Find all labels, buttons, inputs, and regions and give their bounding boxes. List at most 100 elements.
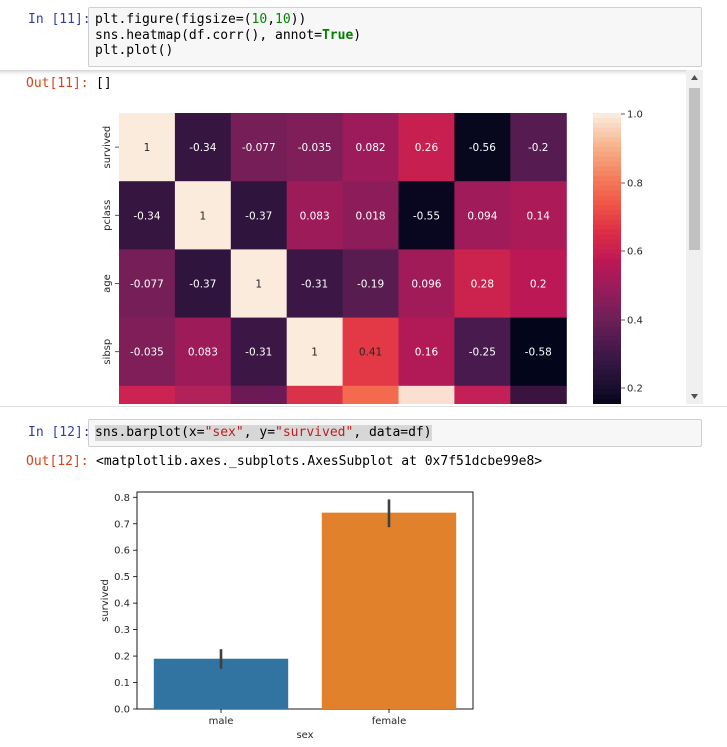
heatmap-cell bbox=[510, 385, 567, 404]
cell11-output-scroll-area[interactable]: [] 1 -0.34 -0.077 -0.035 0.082 0.26 -0.56 -0.2 -… bbox=[0, 70, 703, 404]
cell12-out-prompt: Out[12]: bbox=[26, 454, 89, 469]
colorbar-segment bbox=[593, 302, 621, 308]
heatmap-cell-value: -0.58 bbox=[525, 347, 552, 359]
cell11-code-editor[interactable]: plt.figure(figsize=(10,10)) sns.heatmap(d… bbox=[88, 7, 702, 67]
colorbar-tick-label: 0.8 bbox=[627, 179, 643, 190]
colorbar-segment bbox=[593, 243, 621, 250]
heatmap-cell-value: -0.077 bbox=[130, 279, 164, 291]
heatmap-cell bbox=[342, 113, 400, 182]
scroll-down-arrow-icon bbox=[691, 394, 698, 399]
colorbar-segment bbox=[593, 210, 621, 216]
colorbar-segment bbox=[593, 331, 621, 337]
heatmap-cell-value: 0.083 bbox=[188, 347, 218, 359]
colorbar-segment bbox=[593, 394, 621, 400]
heatmap-cell bbox=[174, 181, 232, 250]
colorbar-segment bbox=[593, 214, 621, 221]
code-token: 10 bbox=[275, 12, 291, 27]
output-scrollbar[interactable] bbox=[686, 70, 703, 404]
heatmap-cell bbox=[230, 113, 288, 182]
colorbar-segment bbox=[593, 297, 621, 303]
heatmap-cell-value: -0.34 bbox=[189, 142, 216, 154]
heatmap-cell-value: 0.094 bbox=[467, 210, 497, 222]
colorbar-segment bbox=[593, 345, 621, 352]
y-axis-label: survived bbox=[100, 579, 111, 622]
colorbar-segment bbox=[593, 205, 621, 211]
colorbar-segment bbox=[593, 311, 621, 318]
heatmap-cell-value: -0.25 bbox=[469, 347, 496, 359]
heatmap-cell-value: 0.14 bbox=[527, 210, 551, 222]
heatmap-cell bbox=[174, 249, 232, 319]
heatmap-cell bbox=[286, 113, 344, 182]
colorbar-segment bbox=[593, 117, 621, 124]
colorbar-segment bbox=[593, 180, 621, 187]
heatmap-cell bbox=[398, 249, 455, 319]
code-token: "survived" bbox=[275, 425, 354, 440]
y-tick-label: 0.3 bbox=[114, 625, 130, 636]
heatmap-cell bbox=[119, 181, 176, 250]
heatmap-cell bbox=[119, 317, 176, 387]
y-tick-label: 0.1 bbox=[114, 678, 130, 689]
heatmap-cell bbox=[454, 181, 511, 250]
scroll-up-arrow-icon bbox=[691, 75, 698, 80]
colorbar-segment bbox=[593, 336, 621, 342]
heatmap-row-label: age bbox=[102, 274, 113, 293]
colorbar-segment bbox=[593, 287, 621, 294]
heatmap-cell-value: 1 bbox=[255, 279, 262, 291]
heatmap-cell bbox=[286, 249, 344, 319]
colorbar-segment bbox=[593, 258, 621, 265]
colorbar-segment bbox=[593, 292, 621, 299]
colorbar-tick-label: 0.2 bbox=[627, 384, 643, 395]
colorbar-segment bbox=[593, 321, 621, 328]
code-line: plt.plot() bbox=[95, 43, 695, 59]
heatmap-cell bbox=[342, 181, 400, 250]
heatmap-cell bbox=[454, 249, 511, 319]
scrollbar-thumb[interactable] bbox=[689, 88, 700, 250]
heatmap-cell-value: -0.31 bbox=[245, 347, 272, 359]
heatmap-cell bbox=[398, 113, 455, 182]
heatmap-cell bbox=[342, 385, 400, 404]
heatmap-cell-value: -0.035 bbox=[298, 142, 332, 154]
heatmap-row-label: survived bbox=[102, 126, 113, 169]
heatmap-cell-value: -0.19 bbox=[357, 279, 384, 291]
heatmap-cell bbox=[398, 385, 455, 404]
heatmap-cell bbox=[454, 317, 511, 387]
colorbar-segment bbox=[593, 360, 621, 366]
heatmap-cell-value: -0.37 bbox=[189, 279, 216, 291]
heatmap-cell bbox=[286, 385, 344, 404]
heatmap-cell bbox=[510, 113, 567, 182]
colorbar-segment bbox=[593, 127, 621, 134]
colorbar-segment bbox=[593, 374, 621, 381]
colorbar-segment bbox=[593, 142, 621, 148]
code-token: , bbox=[267, 12, 276, 27]
colorbar-tick-label: 1.0 bbox=[627, 110, 643, 121]
colorbar-segment bbox=[593, 365, 621, 371]
colorbar-segment bbox=[593, 224, 621, 231]
colorbar-segment bbox=[593, 389, 621, 396]
colorbar-segment bbox=[593, 176, 621, 182]
heatmap-cell-value: -0.56 bbox=[469, 142, 496, 154]
colorbar-segment bbox=[593, 273, 621, 279]
cell12-code-editor[interactable]: sns.barplot(x="sex", y="survived", data=… bbox=[88, 419, 702, 447]
colorbar-segment bbox=[593, 263, 621, 269]
heatmap-cell bbox=[342, 249, 400, 319]
code-token: )) bbox=[290, 12, 307, 27]
colorbar-segment bbox=[593, 146, 621, 153]
heatmap-cell bbox=[230, 385, 288, 404]
colorbar-segment bbox=[593, 384, 621, 391]
colorbar-segment bbox=[593, 316, 621, 323]
code-line: sns.heatmap(df.corr(), annot=True) bbox=[95, 28, 695, 44]
heatmap-cell-value: 0.16 bbox=[415, 347, 439, 359]
colorbar-segment bbox=[593, 282, 621, 289]
bar-female bbox=[321, 512, 457, 709]
heatmap-cell bbox=[510, 249, 567, 319]
x-axis-label: sex bbox=[296, 730, 313, 741]
heatmap-cell-value: -0.31 bbox=[301, 279, 328, 291]
heatmap-cell bbox=[230, 317, 288, 387]
colorbar-segment bbox=[593, 185, 621, 192]
code-token: ) bbox=[353, 27, 362, 43]
code-token: sns.barplot(x= bbox=[95, 425, 205, 440]
heatmap-cell bbox=[454, 113, 511, 182]
heatmap-cell-value: 0.096 bbox=[411, 279, 441, 291]
colorbar-segment bbox=[593, 122, 621, 129]
colorbar-segment bbox=[593, 355, 621, 362]
